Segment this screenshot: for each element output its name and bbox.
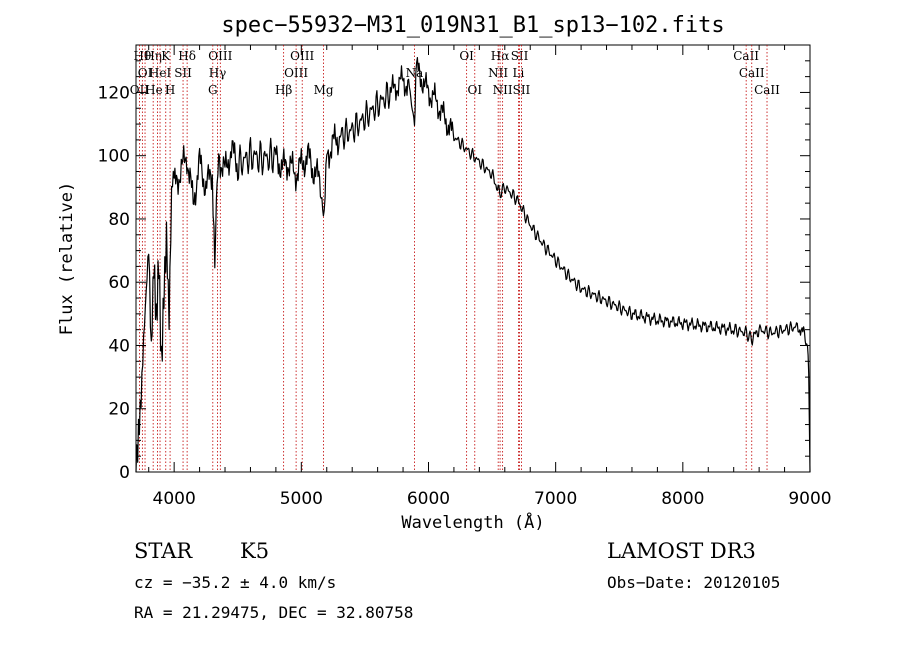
line-marker-label: K [161, 49, 171, 63]
x-tick-label: 9000 [788, 489, 831, 509]
object-class: STAR [134, 539, 193, 563]
line-marker-label: Li [512, 66, 524, 80]
line-marker-label: SII [511, 49, 529, 63]
line-marker-label: Hθ [134, 49, 152, 63]
chart-title: spec−55932−M31_019N31_B1_sp13−102.fits [221, 13, 724, 38]
line-marker-label: NII [493, 83, 513, 97]
x-axis-label: Wavelength (Å) [401, 511, 544, 533]
line-marker-label: Mg [314, 83, 334, 97]
line-marker-label: OI [467, 83, 482, 97]
y-tick-label: 40 [108, 336, 130, 356]
line-marker-label: Hη [144, 49, 162, 63]
line-marker-label: Na [406, 66, 424, 80]
survey-name: LAMOST DR3 [607, 539, 756, 563]
y-tick-label: 80 [108, 210, 130, 230]
line-marker-label: SII [513, 83, 531, 97]
y-tick-label: 100 [98, 147, 130, 167]
line-marker-label: Hα [491, 49, 510, 63]
plot-frame [135, 44, 811, 473]
line-marker-label: Hβ [275, 83, 292, 97]
observation-date: Obs−Date: 20120105 [607, 573, 781, 592]
x-tick-label: 5000 [280, 489, 323, 509]
line-marker-label: OIII [208, 49, 232, 63]
redshift-velocity: cz = −35.2 ± 4.0 km/s [134, 573, 337, 592]
sky-coordinates: RA = 21.29475, DEC = 32.80758 [134, 603, 414, 622]
x-tick-label: 4000 [153, 489, 196, 509]
line-marker-label: He I [145, 83, 170, 97]
y-tick-label: 20 [108, 400, 130, 420]
line-marker-label: OII [130, 83, 150, 97]
line-marker-label: Hγ [209, 66, 227, 80]
y-tick-label: 60 [108, 273, 130, 293]
line-marker-label: H [165, 83, 175, 97]
object-subclass: K5 [240, 539, 270, 563]
y-tick-label: 0 [119, 463, 130, 483]
line-marker-label: CaII [733, 49, 759, 63]
line-marker-label: SII [174, 66, 192, 80]
line-marker-label: HeI [149, 66, 172, 80]
spectrum-line [135, 56, 811, 473]
x-tick-label: 6000 [407, 489, 450, 509]
line-marker-label: OI [138, 66, 153, 80]
line-marker-label: CaII [739, 66, 765, 80]
line-marker-label: OIII [284, 66, 308, 80]
line-marker-label: OIII [290, 49, 314, 63]
line-marker-label: CaII [754, 83, 780, 97]
line-marker-label: Hδ [178, 49, 196, 63]
line-marker-label: NII [488, 66, 508, 80]
line-marker-label: OI [459, 49, 474, 63]
line-marker-label: G [208, 83, 218, 97]
x-tick-label: 8000 [661, 489, 704, 509]
y-tick-label: 120 [98, 83, 130, 103]
x-tick-label: 7000 [534, 489, 577, 509]
y-axis-label: Flux (relative) [57, 182, 77, 336]
